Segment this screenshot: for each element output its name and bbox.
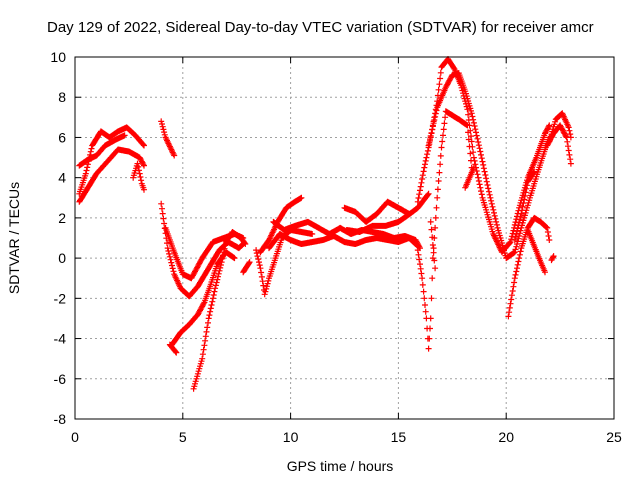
data-point-markers bbox=[343, 190, 432, 235]
chart-title: Day 129 of 2022, Sidereal Day-to-day VTE… bbox=[47, 19, 594, 36]
data-point-markers bbox=[253, 227, 316, 298]
data-point-markers bbox=[257, 194, 305, 256]
series-track-27 bbox=[544, 122, 574, 167]
data-point-markers bbox=[511, 168, 538, 243]
data-point-markers bbox=[505, 214, 553, 320]
data-point-markers bbox=[266, 231, 421, 252]
series-track-9 bbox=[166, 341, 180, 356]
data-point-markers bbox=[427, 218, 439, 272]
data-point-markers bbox=[524, 227, 548, 276]
y-tick-label: 2 bbox=[58, 210, 66, 226]
x-axis-label: GPS time / hours bbox=[287, 458, 394, 474]
series-track-1 bbox=[76, 124, 147, 197]
x-tick-label: 15 bbox=[391, 429, 407, 445]
x-tick-label: 0 bbox=[71, 429, 79, 445]
y-axis-label: SDTVAR / TECUs bbox=[6, 182, 22, 294]
y-tick-label: 4 bbox=[58, 170, 66, 186]
series-track-13 bbox=[257, 194, 305, 256]
y-tick-label: -8 bbox=[54, 411, 67, 427]
series-track-24 bbox=[511, 168, 538, 243]
data-point-markers bbox=[462, 164, 477, 191]
y-tick-label: 0 bbox=[58, 250, 66, 266]
series-track-5 bbox=[158, 118, 178, 159]
axis-ticks: 0 5 10 15 20 25 -8 -6 -4 -2 0 2 4 6 8 10 bbox=[50, 49, 622, 445]
data-point-markers bbox=[166, 341, 180, 356]
grid bbox=[75, 57, 614, 419]
x-tick-label: 20 bbox=[498, 429, 514, 445]
y-tick-label: 10 bbox=[50, 49, 66, 65]
series-track-28 bbox=[548, 253, 557, 264]
data-point-markers bbox=[548, 253, 557, 264]
y-tick-label: -2 bbox=[54, 290, 67, 306]
data-point-markers bbox=[76, 146, 147, 205]
series-track-16 bbox=[341, 198, 413, 225]
y-tick-label: 6 bbox=[58, 129, 66, 145]
series-track-22 bbox=[462, 164, 477, 191]
series-track-20 bbox=[425, 70, 553, 262]
data-point-markers bbox=[425, 70, 553, 262]
series-track-10 bbox=[190, 229, 249, 392]
x-tick-label: 25 bbox=[606, 429, 622, 445]
series-track-11 bbox=[240, 259, 253, 276]
series-track-14 bbox=[266, 231, 421, 252]
series-track-3 bbox=[76, 132, 128, 169]
data-points bbox=[76, 56, 574, 392]
x-tick-label: 10 bbox=[283, 429, 299, 445]
data-point-markers bbox=[240, 259, 253, 276]
y-tick-label: -4 bbox=[54, 331, 67, 347]
y-tick-label: 8 bbox=[58, 89, 66, 105]
data-point-markers bbox=[76, 132, 128, 169]
y-tick-label: -6 bbox=[54, 371, 67, 387]
data-point-markers bbox=[341, 198, 413, 225]
series-track-12 bbox=[253, 227, 316, 298]
series-track-4 bbox=[130, 160, 147, 193]
plot-frame bbox=[74, 56, 615, 420]
data-point-markers bbox=[544, 122, 574, 167]
series-track-25 bbox=[524, 227, 548, 276]
data-point-markers bbox=[414, 108, 475, 352]
data-point-markers bbox=[130, 160, 147, 193]
series-track-18 bbox=[414, 108, 475, 352]
x-tick-label: 5 bbox=[179, 429, 187, 445]
series-track-17 bbox=[343, 190, 432, 235]
data-point-markers bbox=[76, 124, 147, 197]
series-track-23 bbox=[505, 214, 553, 320]
data-point-markers bbox=[190, 229, 249, 392]
series-track-2 bbox=[76, 146, 147, 205]
series-track-21 bbox=[427, 218, 439, 272]
data-point-markers bbox=[158, 118, 178, 159]
